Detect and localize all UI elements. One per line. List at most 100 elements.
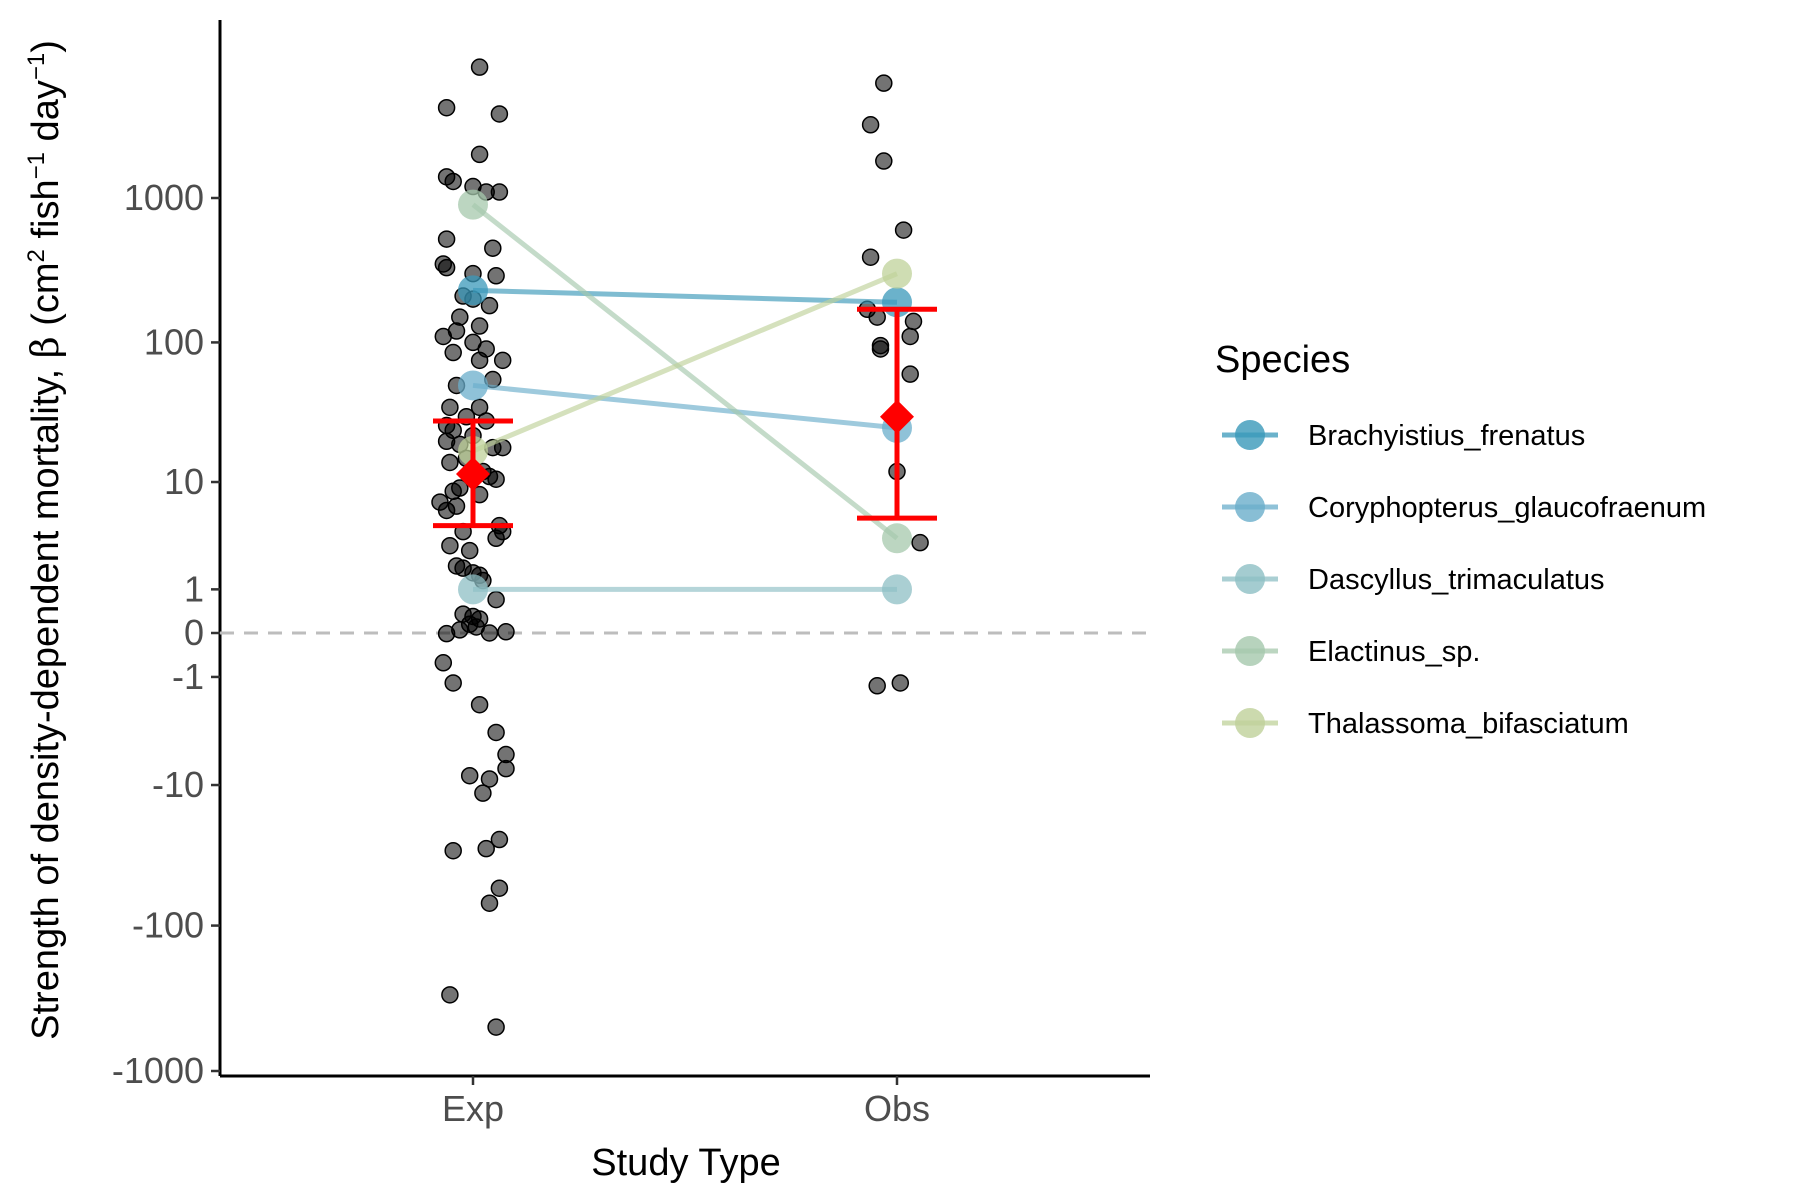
- data-point: [487, 529, 505, 548]
- data-point: [487, 267, 505, 285]
- data-point: [484, 239, 502, 257]
- y-axis-title-sup-3: −1: [23, 53, 50, 80]
- y-axis-title-unit-open: (cm: [25, 262, 67, 336]
- data-point: [487, 470, 505, 488]
- data-point: [875, 152, 893, 170]
- y-axis-title-sup-2: −1: [23, 152, 50, 179]
- data-point: [891, 674, 910, 692]
- data-point: [441, 453, 459, 472]
- legend-label: Elactinus_sp.: [1308, 636, 1481, 668]
- y-axis-title: Strength of density-dependent mortality,…: [23, 40, 67, 1040]
- data-point: [861, 116, 880, 134]
- data-point: [470, 695, 489, 714]
- x-tick-label: Obs: [864, 1088, 930, 1129]
- species-line: [472, 271, 898, 454]
- data-point: [470, 317, 489, 335]
- data-point: [470, 145, 489, 164]
- y-tick-label: 10: [164, 461, 204, 502]
- y-tick-label: 1: [184, 568, 204, 609]
- data-point: [437, 624, 456, 643]
- data-point: [441, 986, 459, 1004]
- data-point: [497, 623, 515, 641]
- data-point: [904, 312, 923, 331]
- data-point: [490, 830, 509, 849]
- species-point: [458, 370, 488, 401]
- y-axis-title-beta: β: [23, 336, 67, 358]
- data-point: [901, 327, 919, 346]
- species-point: [882, 523, 912, 554]
- legend-key-point: [1235, 420, 1265, 450]
- legend-key-point: [1235, 492, 1265, 522]
- data-point: [894, 221, 913, 239]
- data-point: [460, 766, 479, 785]
- species-point: [882, 574, 912, 605]
- y-tick-label: -1: [172, 656, 204, 697]
- y-tick-label: 0: [184, 612, 204, 653]
- data-point: [487, 590, 505, 609]
- data-point: [437, 98, 456, 117]
- legend-key-point: [1235, 636, 1265, 666]
- data-point: [480, 624, 499, 642]
- species-point: [458, 275, 488, 306]
- data-point: [434, 327, 453, 346]
- y-axis-title-sup-1: 2: [23, 249, 50, 262]
- data-point: [444, 343, 462, 362]
- data-point: [444, 172, 462, 191]
- species-point: [882, 258, 912, 289]
- legend-label: Thalassoma_bifasciatum: [1308, 708, 1629, 740]
- data-point: [434, 654, 453, 672]
- data-point: [441, 398, 459, 417]
- data-point: [444, 674, 462, 692]
- data-point: [490, 183, 509, 201]
- data-point: [480, 296, 499, 315]
- data-point: [861, 248, 880, 266]
- data-point: [868, 677, 886, 695]
- species-point: [458, 189, 488, 220]
- legend-title: Species: [1215, 339, 1350, 381]
- data-point: [480, 894, 499, 912]
- species-line: [472, 287, 898, 305]
- legend: Species Brachyistius_frenatus Coryphopter…: [1215, 339, 1706, 740]
- y-axis-title-unit-close: ): [25, 40, 67, 53]
- y-axis-title-day: day: [25, 80, 67, 152]
- data-point: [444, 482, 462, 501]
- y-tick-label: 1000: [124, 177, 204, 218]
- x-tick-label: Exp: [442, 1088, 504, 1129]
- data-point: [487, 1018, 505, 1036]
- data-point: [474, 784, 492, 802]
- data-point: [490, 879, 509, 897]
- data-point: [437, 258, 456, 277]
- data-point: [497, 759, 515, 778]
- mean-marker: [880, 399, 914, 434]
- data-point: [901, 365, 919, 383]
- x-axis-title: Study Type: [591, 1142, 780, 1184]
- data-point: [460, 541, 479, 560]
- y-axis-title-fish: fish: [25, 179, 67, 249]
- data-point: [437, 501, 456, 520]
- data-point: [477, 839, 495, 858]
- data-point: [871, 340, 890, 358]
- legend-label: Brachyistius_frenatus: [1308, 420, 1585, 452]
- data-point: [490, 105, 509, 123]
- y-axis-title-main: Strength of density-dependent mortality,: [25, 358, 67, 1040]
- data-point: [875, 74, 893, 92]
- data-point: [444, 841, 462, 860]
- species-line: [472, 382, 898, 431]
- species-point: [458, 574, 488, 605]
- y-tick-label: 100: [144, 321, 204, 362]
- data-point: [441, 536, 459, 555]
- legend-label: Coryphopterus_glaucofraenum: [1308, 492, 1706, 524]
- data-point: [480, 770, 499, 788]
- data-point: [487, 723, 505, 742]
- mean-marker: [456, 456, 490, 491]
- legend-label: Dascyllus_trimaculatus: [1308, 564, 1605, 596]
- data-point: [470, 58, 489, 76]
- data-point: [911, 533, 929, 552]
- data-point: [470, 351, 489, 370]
- data-point: [493, 351, 512, 370]
- legend-key-point: [1235, 564, 1265, 594]
- species-line: [471, 202, 899, 541]
- legend-key-point: [1235, 708, 1265, 738]
